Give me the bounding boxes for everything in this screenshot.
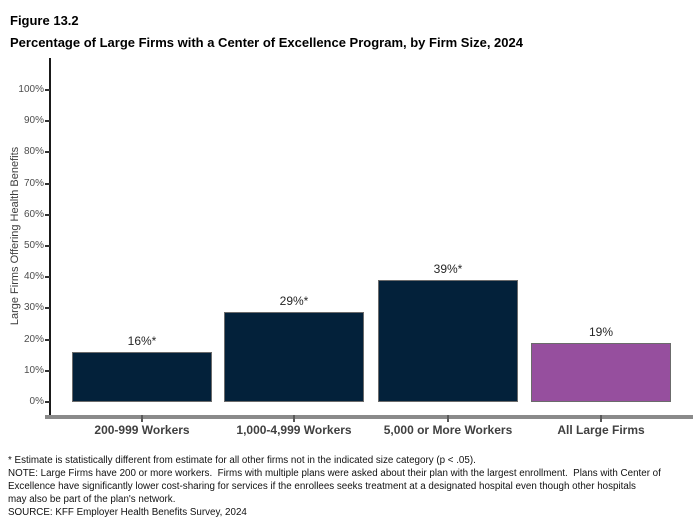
- y-tick: [45, 339, 50, 341]
- bar-value-label: 19%: [588, 325, 614, 339]
- y-axis-title: Large Firms Offering Health Benefits: [9, 146, 21, 326]
- x-category-label: 1,000-4,999 Workers: [236, 423, 352, 437]
- y-tick-label: 40%: [23, 271, 44, 282]
- bar-value-label: 29%*: [279, 294, 309, 308]
- figure-number: Figure 13.2: [10, 13, 79, 28]
- y-tick-label: 100%: [18, 84, 44, 95]
- y-tick-label: 30%: [23, 302, 44, 313]
- y-tick-label: 70%: [23, 178, 44, 189]
- y-tick: [45, 183, 50, 185]
- x-category-label: 5,000 or More Workers: [383, 423, 513, 437]
- x-category-label: 200-999 Workers: [94, 423, 190, 437]
- y-tick-label: 20%: [23, 334, 44, 345]
- x-axis-line: [45, 415, 693, 419]
- x-tick: [447, 415, 449, 422]
- footnote-line: may also be part of the plan's network.: [8, 494, 176, 505]
- y-tick: [45, 245, 50, 247]
- footnotes: * Estimate is statistically different fr…: [8, 454, 661, 519]
- y-axis-line: [49, 58, 51, 415]
- bar-value-label: 16%*: [127, 334, 157, 348]
- y-tick: [45, 401, 50, 403]
- x-tick: [293, 415, 295, 422]
- y-tick: [45, 120, 50, 122]
- bar-3: [378, 280, 518, 402]
- bar-1: [72, 352, 212, 402]
- y-tick: [45, 370, 50, 372]
- y-tick-label: 80%: [23, 146, 44, 157]
- y-tick-label: 60%: [23, 209, 44, 220]
- y-tick-label: 10%: [23, 365, 44, 376]
- y-tick-label: 90%: [23, 115, 44, 126]
- bar-value-label: 39%*: [433, 262, 463, 276]
- footnote-line: NOTE: Large Firms have 200 or more worke…: [8, 468, 661, 479]
- figure-title: Percentage of Large Firms with a Center …: [10, 35, 523, 50]
- y-tick-label: 0%: [29, 396, 44, 407]
- y-tick: [45, 307, 50, 309]
- x-category-label: All Large Firms: [557, 423, 645, 437]
- bar-4: [531, 343, 671, 402]
- footnote-line: SOURCE: KFF Employer Health Benefits Sur…: [8, 507, 247, 518]
- y-tick: [45, 151, 50, 153]
- y-tick: [45, 89, 50, 91]
- footnote-line: Excellence have significantly lower cost…: [8, 481, 636, 492]
- plot-area: 16%* 29%* 39%* 19%: [50, 58, 693, 402]
- x-tick: [141, 415, 143, 422]
- bar-2: [224, 312, 364, 402]
- y-tick-label: 50%: [23, 240, 44, 251]
- x-tick: [600, 415, 602, 422]
- footnote-line: * Estimate is statistically different fr…: [8, 455, 476, 466]
- y-tick: [45, 276, 50, 278]
- y-tick: [45, 214, 50, 216]
